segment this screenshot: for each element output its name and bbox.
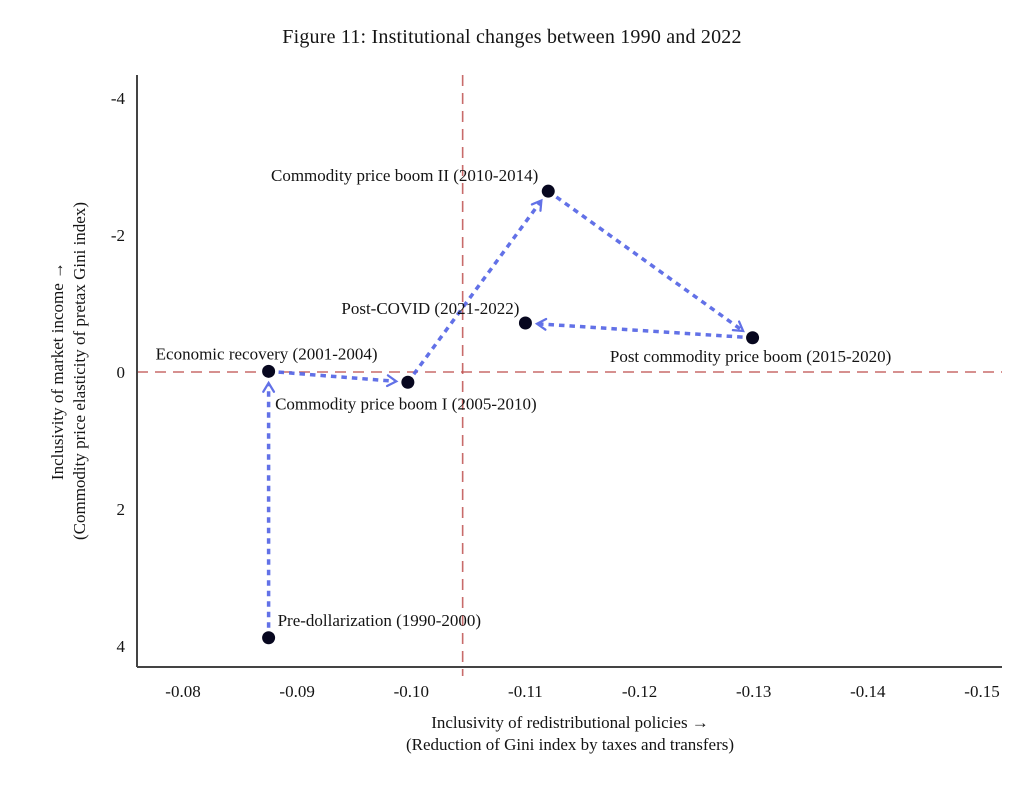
data-point — [746, 331, 760, 345]
x-tick-label: -0.14 — [850, 682, 886, 701]
data-point-label: Economic recovery (2001-2004) — [156, 344, 378, 363]
y-axis-title-line1: Inclusivity of market income → — [48, 261, 67, 481]
y-tick-label: -2 — [111, 226, 125, 245]
y-tick-label: 4 — [117, 637, 126, 656]
x-axis-title: Inclusivity of redistributional policies… — [220, 712, 920, 756]
data-point — [541, 184, 555, 198]
data-point — [262, 631, 276, 645]
y-axis-title: Inclusivity of market income → (Commodit… — [47, 21, 91, 721]
y-tick-label: 2 — [117, 500, 126, 519]
data-point-label: Post-COVID (2021-2022) — [341, 299, 519, 318]
x-axis-title-line1: Inclusivity of redistributional policies… — [431, 713, 709, 732]
y-tick-label: 0 — [117, 363, 126, 382]
y-axis-title-line2: (Commodity price elasticity of pretax Gi… — [70, 201, 89, 541]
transition-arrow — [555, 195, 745, 333]
transition-arrow — [534, 317, 743, 339]
transition-arrow — [278, 370, 399, 388]
data-point-label: Pre-dollarization (1990-2000) — [278, 611, 481, 630]
data-point-label: Commodity price boom II (2010-2014) — [271, 166, 538, 185]
data-point — [518, 316, 532, 330]
figure-title: Figure 11: Institutional changes between… — [282, 26, 742, 48]
x-tick-label: -0.11 — [508, 682, 543, 701]
x-tick-label: -0.08 — [165, 682, 200, 701]
data-point — [401, 375, 415, 389]
x-tick-label: -0.09 — [279, 682, 314, 701]
data-point-label: Commodity price boom I (2005-2010) — [275, 394, 537, 413]
transition-arrow — [412, 198, 543, 376]
x-tick-label: -0.10 — [394, 682, 429, 701]
x-axis-title-line2: (Reduction of Gini index by taxes and tr… — [405, 735, 735, 754]
x-tick-label: -0.12 — [622, 682, 657, 701]
data-point — [262, 364, 276, 378]
data-point-label: Post commodity price boom (2015-2020) — [610, 347, 891, 366]
x-tick-label: -0.15 — [964, 682, 999, 701]
x-tick-label: -0.13 — [736, 682, 771, 701]
y-tick-label: -4 — [111, 89, 126, 108]
